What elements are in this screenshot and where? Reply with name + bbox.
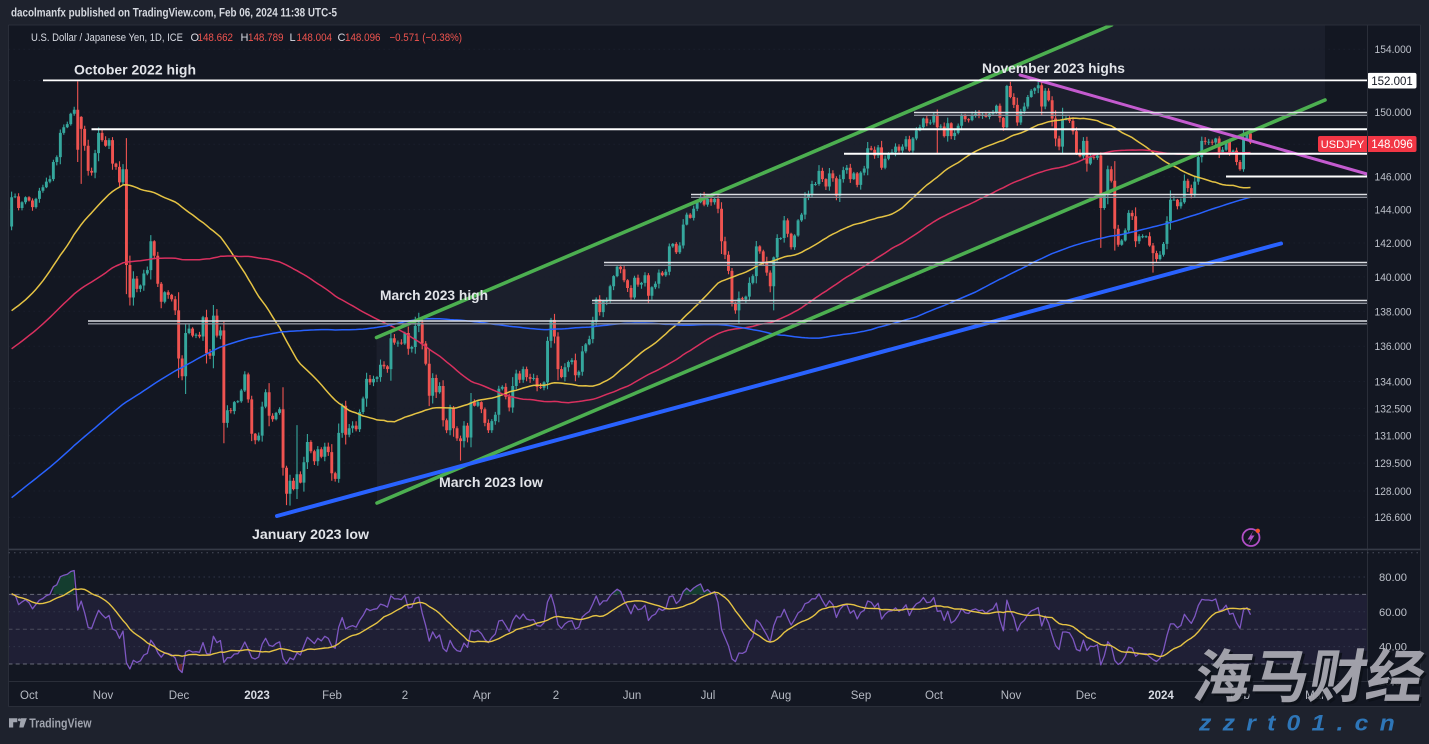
svg-text:148.004: 148.004 <box>297 32 333 44</box>
svg-text:zzrt01.cn: zzrt01.cn <box>1198 711 1406 736</box>
svg-text:Sep: Sep <box>851 690 871 702</box>
svg-text:134.000: 134.000 <box>1375 377 1412 389</box>
svg-text:USDJPY: USDJPY <box>1321 139 1365 151</box>
svg-text:−0.571 (−0.38%): −0.571 (−0.38%) <box>390 32 463 44</box>
svg-text:2023: 2023 <box>244 690 270 702</box>
svg-text:Apr: Apr <box>473 690 491 702</box>
svg-text:2: 2 <box>553 690 559 702</box>
svg-text:October 2022 high: October 2022 high <box>74 63 196 78</box>
svg-text:Nov: Nov <box>93 690 114 702</box>
svg-text:Dec: Dec <box>1076 690 1097 702</box>
svg-text:dacolmanfx published on Tradin: dacolmanfx published on TradingView.com,… <box>11 8 338 20</box>
svg-text:March 2023 high: March 2023 high <box>380 288 488 303</box>
svg-text:Dec: Dec <box>169 690 190 702</box>
svg-text:Aug: Aug <box>771 690 791 702</box>
svg-text:60.00: 60.00 <box>1379 607 1407 619</box>
svg-text:154.000: 154.000 <box>1375 44 1412 56</box>
svg-text:Jul: Jul <box>701 690 716 702</box>
svg-text:TradingView: TradingView <box>29 716 92 730</box>
svg-text:U.S. Dollar / Japanese Yen, 1D: U.S. Dollar / Japanese Yen, 1D, ICE <box>31 32 183 44</box>
svg-text:138.000: 138.000 <box>1375 306 1412 318</box>
svg-text:140.000: 140.000 <box>1375 272 1412 284</box>
svg-text:November 2023 highs: November 2023 highs <box>982 61 1125 76</box>
svg-text:O: O <box>191 32 200 44</box>
svg-text:Oct: Oct <box>20 690 39 702</box>
svg-text:Jun: Jun <box>623 690 642 702</box>
svg-text:H: H <box>241 32 249 44</box>
svg-text:2: 2 <box>402 690 408 702</box>
svg-text:148.096: 148.096 <box>345 32 381 44</box>
svg-text:142.000: 142.000 <box>1375 238 1412 250</box>
svg-text:January 2023 low: January 2023 low <box>252 527 370 542</box>
svg-text:131.000: 131.000 <box>1375 431 1412 443</box>
svg-text:Oct: Oct <box>925 690 944 702</box>
svg-text:129.500: 129.500 <box>1375 458 1412 470</box>
svg-text:128.000: 128.000 <box>1375 486 1412 498</box>
svg-text:C: C <box>338 32 346 44</box>
svg-text:148.096: 148.096 <box>1371 139 1413 151</box>
svg-text:136.000: 136.000 <box>1375 341 1412 353</box>
svg-text:148.662: 148.662 <box>198 32 234 44</box>
svg-text:2024: 2024 <box>1148 690 1174 702</box>
svg-text:Nov: Nov <box>1001 690 1022 702</box>
svg-text:148.789: 148.789 <box>248 32 284 44</box>
svg-text:80.00: 80.00 <box>1379 572 1407 584</box>
svg-text:126.600: 126.600 <box>1375 512 1412 524</box>
svg-text:March 2023 low: March 2023 low <box>439 475 544 490</box>
svg-text:146.000: 146.000 <box>1375 172 1412 184</box>
svg-text:152.001: 152.001 <box>1371 76 1413 88</box>
svg-text:L: L <box>290 32 296 44</box>
svg-text:132.500: 132.500 <box>1375 403 1412 415</box>
svg-text:150.000: 150.000 <box>1375 107 1412 119</box>
svg-text:144.000: 144.000 <box>1375 205 1412 217</box>
svg-text:Feb: Feb <box>322 690 342 702</box>
